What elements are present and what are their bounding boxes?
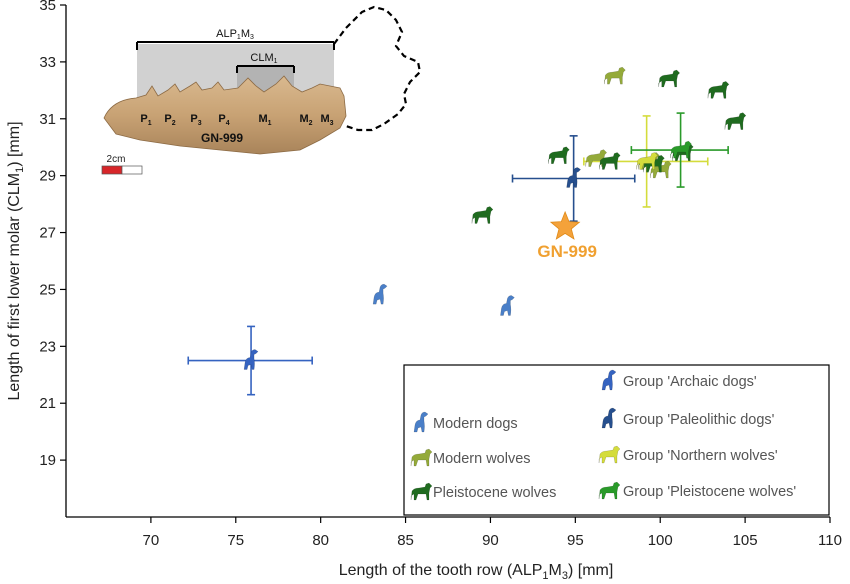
mandible-outline-dashed <box>333 5 422 132</box>
pleistocene-wolf-marker <box>548 146 570 165</box>
archaic-dogs-mean-marker <box>243 349 259 370</box>
x-tick-label: 110 <box>818 532 842 549</box>
modern-dog-marker <box>500 295 515 316</box>
x-tick-label: 90 <box>482 532 499 549</box>
legend-label: Modern wolves <box>433 451 531 467</box>
legend-label: Modern dogs <box>433 416 518 432</box>
y-tick-label: 23 <box>39 338 56 355</box>
error-bars <box>187 112 729 396</box>
x-ticks: 70 75 80 85 90 95 100 105 110 <box>143 517 842 549</box>
y-tick-label: 21 <box>39 395 56 412</box>
scale-bar-label: 2cm <box>107 154 126 165</box>
tooth-label: P4 <box>218 113 229 127</box>
y-tick-label: 31 <box>39 111 56 128</box>
legend-marker <box>601 407 617 429</box>
scale-bar-red <box>101 165 123 175</box>
mandible-bone <box>103 75 347 155</box>
x-tick-label: 85 <box>397 532 414 549</box>
y-tick-label: 19 <box>39 452 56 469</box>
x-tick-label: 95 <box>567 532 584 549</box>
y-axis-label: Length of first lower molar (CLM1) [mm] <box>6 121 26 400</box>
legend-label: Group 'Archaic dogs' <box>623 374 757 390</box>
pleistocene-wolf-marker <box>658 69 681 88</box>
y-tick-label: 27 <box>39 225 56 242</box>
legend: Modern dogs Modern wolves Pleistocene wolv… <box>403 364 830 516</box>
x-tick-label: 70 <box>143 532 160 549</box>
northern-wolves-mean-marker <box>636 152 658 170</box>
specimen-marker: GN-999 <box>537 210 597 261</box>
pleistocene-wolf-marker <box>471 206 494 224</box>
scale-bar-white <box>121 165 143 175</box>
tooth-label: M1 <box>258 113 271 127</box>
y-tick-label: 35 <box>39 0 56 14</box>
legend-marker <box>601 369 617 391</box>
pleistocene-wolves-group-mean-marker <box>670 140 692 159</box>
legend-marker <box>598 445 621 464</box>
tooth-label: P2 <box>164 113 175 127</box>
modern-dog-marker <box>372 283 388 305</box>
pleistocene-wolf-marker <box>724 112 747 130</box>
legend-marker <box>598 481 621 500</box>
y-tick-label: 25 <box>39 281 56 298</box>
legend-marker <box>410 482 433 501</box>
modern-wolf-marker <box>604 66 626 85</box>
gn-999-star <box>549 210 581 240</box>
y-ticks: 19 21 23 25 27 29 31 33 35 <box>39 0 66 469</box>
tooth-label: M3 <box>320 113 333 127</box>
tooth-label: P3 <box>190 113 201 127</box>
inset-specimen-label: GN-999 <box>201 131 243 145</box>
mandible-inset: ALP1M3 CLM1 P1 P2 P3 P4 M1 M2 M3 GN-999 2cm <box>101 5 422 175</box>
x-tick-label: 100 <box>648 532 673 549</box>
x-tick-label: 75 <box>227 532 244 549</box>
tooth-label: P1 <box>140 113 151 127</box>
legend-marker <box>413 411 429 433</box>
paleolithic-dogs-mean-marker <box>566 167 582 188</box>
legend-label: Pleistocene wolves <box>433 485 556 501</box>
tooth-label: M2 <box>299 113 312 127</box>
pleistocene-wolf-marker <box>599 152 621 170</box>
gn-999-label: GN-999 <box>537 242 597 261</box>
legend-label: Group 'Paleolithic dogs' <box>623 412 775 428</box>
tooth-labels: P1 P2 P3 P4 M1 M2 M3 <box>140 113 333 127</box>
legend-label: Group 'Pleistocene wolves' <box>623 484 796 500</box>
x-tick-label: 80 <box>312 532 329 549</box>
x-axis-label: Length of the tooth row (ALP1M3) [mm] <box>339 562 614 582</box>
pleistocene-wolf-marker <box>707 81 730 99</box>
legend-marker <box>410 448 433 467</box>
y-tick-label: 33 <box>39 54 56 71</box>
data-points <box>243 66 747 370</box>
clm-label: CLM1 <box>250 52 277 65</box>
y-tick-label: 29 <box>39 168 56 185</box>
x-tick-label: 105 <box>733 532 758 549</box>
alp-label: ALP1M3 <box>216 28 254 41</box>
legend-label: Group 'Northern wolves' <box>623 448 778 464</box>
